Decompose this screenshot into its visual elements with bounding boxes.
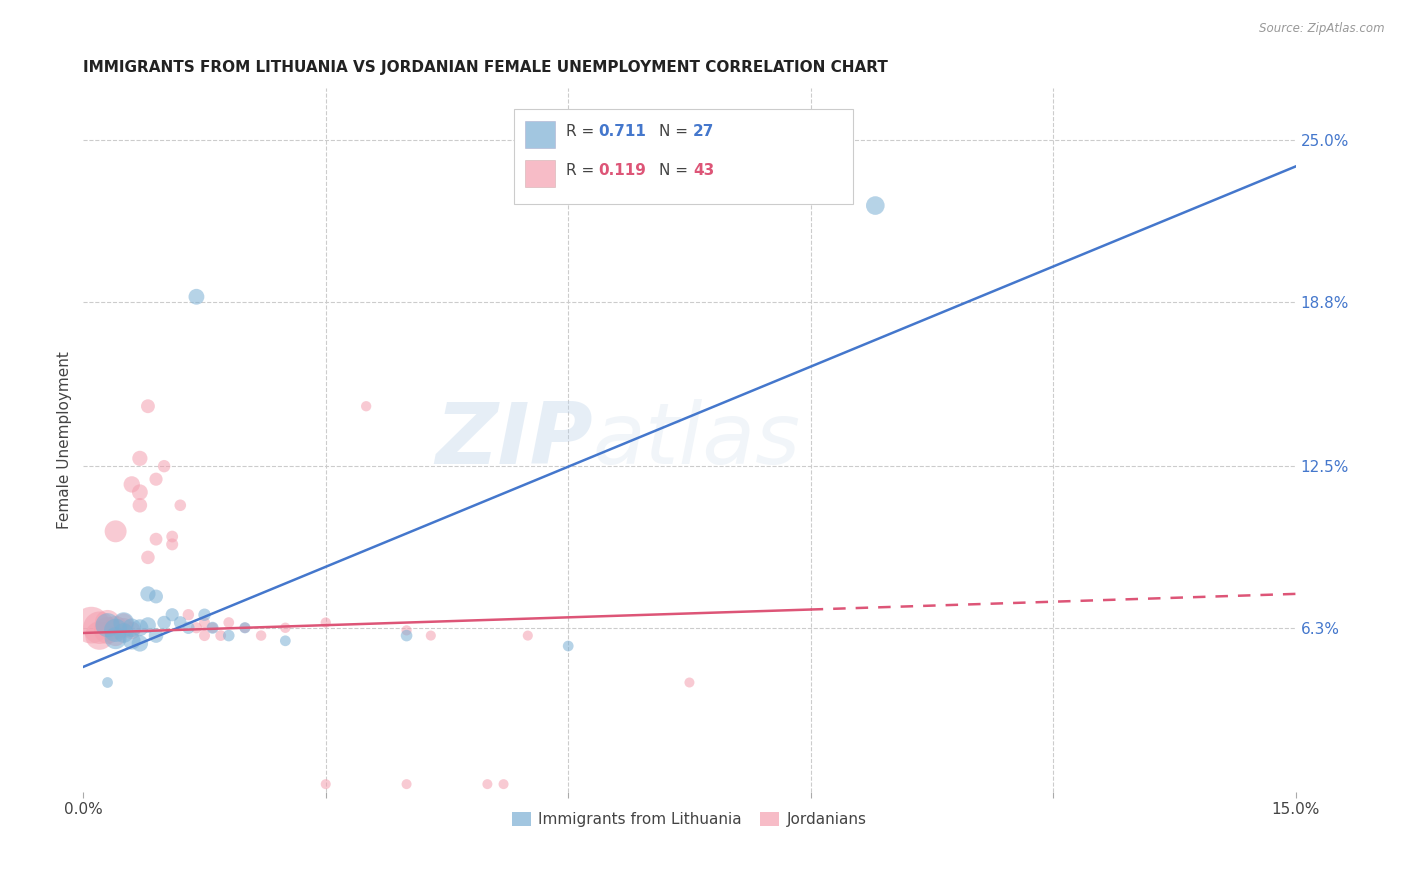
Point [104,629,127,643]
Point [128,636,150,650]
Point [112,615,135,630]
Point [419,629,441,643]
Point [153,615,176,630]
Point [89,629,111,643]
Point [354,399,377,413]
Point [153,459,176,474]
Point [169,615,191,630]
Point [233,621,256,635]
Point [136,399,159,413]
Legend: Immigrants from Lithuania, Jordanians: Immigrants from Lithuania, Jordanians [506,806,873,834]
Text: N =: N = [659,163,693,178]
Text: 0.119: 0.119 [599,163,647,178]
Point [89,621,111,635]
Text: atlas: atlas [592,399,800,482]
Point [128,451,150,466]
Point [104,624,127,638]
Y-axis label: Female Unemployment: Female Unemployment [58,351,72,529]
Point [96,675,118,690]
Point [136,550,159,565]
Point [145,590,167,604]
Point [193,615,215,630]
Text: IMMIGRANTS FROM LITHUANIA VS JORDANIAN FEMALE UNEMPLOYMENT CORRELATION CHART: IMMIGRANTS FROM LITHUANIA VS JORDANIAN F… [83,60,889,75]
Text: Source: ZipAtlas.com: Source: ZipAtlas.com [1260,22,1385,36]
Point [209,629,232,643]
Point [96,618,118,632]
Point [274,633,297,648]
Point [169,498,191,512]
Point [136,587,159,601]
FancyBboxPatch shape [524,121,555,148]
Point [160,537,183,551]
Point [186,621,208,635]
Point [315,777,337,791]
Point [112,615,135,630]
Point [121,633,143,648]
Point [492,777,515,791]
FancyBboxPatch shape [513,110,853,204]
Point [250,629,273,643]
FancyBboxPatch shape [524,160,555,186]
Point [218,615,240,630]
Point [128,498,150,512]
Point [201,621,224,635]
Point [186,290,208,304]
Point [128,621,150,635]
Point [557,639,579,653]
Point [104,631,127,645]
Point [395,624,418,638]
Text: N =: N = [659,124,693,139]
Point [177,621,200,635]
Text: 0.711: 0.711 [599,124,647,139]
Point [678,675,700,690]
Point [145,472,167,486]
Point [96,624,118,638]
Point [218,629,240,643]
Point [395,777,418,791]
Point [121,621,143,635]
Point [395,629,418,643]
Point [112,621,135,635]
Point [121,624,143,638]
Point [104,524,127,539]
Point [315,615,337,630]
Point [160,530,183,544]
Point [274,621,297,635]
Point [193,607,215,622]
Point [145,629,167,643]
Point [865,198,887,212]
Point [160,607,183,622]
Point [145,532,167,546]
Point [233,621,256,635]
Point [201,621,224,635]
Point [177,607,200,622]
Point [80,618,103,632]
Point [516,629,538,643]
Text: 27: 27 [693,124,714,139]
Point [96,615,118,630]
Point [121,477,143,491]
Point [112,626,135,640]
Point [128,485,150,500]
Text: ZIP: ZIP [434,399,592,482]
Point [193,629,215,643]
Point [477,777,499,791]
Text: R =: R = [565,124,599,139]
Text: 43: 43 [693,163,714,178]
Point [136,618,159,632]
Text: R =: R = [565,163,599,178]
Point [104,621,127,635]
